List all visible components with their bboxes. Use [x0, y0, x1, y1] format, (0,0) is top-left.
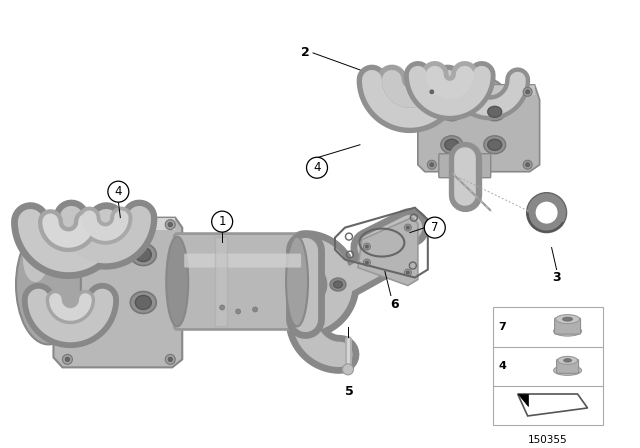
FancyBboxPatch shape: [174, 233, 300, 329]
Ellipse shape: [445, 139, 459, 150]
FancyBboxPatch shape: [555, 318, 580, 334]
Circle shape: [523, 160, 532, 169]
Circle shape: [364, 259, 371, 266]
Circle shape: [307, 157, 328, 178]
Ellipse shape: [563, 317, 573, 321]
Circle shape: [63, 220, 72, 230]
Ellipse shape: [131, 244, 156, 266]
Ellipse shape: [92, 248, 108, 262]
Circle shape: [424, 217, 445, 238]
Circle shape: [365, 245, 369, 248]
Circle shape: [428, 160, 436, 169]
Text: 5: 5: [344, 385, 353, 398]
FancyBboxPatch shape: [493, 307, 602, 425]
Circle shape: [404, 269, 412, 276]
Ellipse shape: [488, 139, 502, 150]
Ellipse shape: [88, 244, 113, 266]
FancyBboxPatch shape: [557, 359, 579, 373]
Ellipse shape: [333, 281, 342, 288]
Circle shape: [527, 193, 566, 233]
Ellipse shape: [435, 86, 484, 121]
FancyBboxPatch shape: [439, 154, 491, 178]
Circle shape: [220, 305, 225, 310]
Circle shape: [406, 226, 410, 229]
Text: 150355: 150355: [528, 435, 568, 445]
Text: 7: 7: [499, 322, 506, 332]
Circle shape: [63, 354, 72, 364]
Circle shape: [65, 222, 70, 227]
Circle shape: [168, 357, 172, 362]
Circle shape: [342, 364, 353, 375]
Ellipse shape: [441, 136, 463, 154]
Ellipse shape: [484, 103, 506, 121]
Text: 1: 1: [218, 215, 226, 228]
Circle shape: [165, 354, 175, 364]
Circle shape: [525, 90, 530, 94]
Ellipse shape: [422, 74, 517, 162]
Ellipse shape: [92, 296, 108, 310]
Circle shape: [406, 271, 410, 274]
Circle shape: [404, 224, 412, 231]
Text: 3: 3: [552, 271, 561, 284]
Ellipse shape: [564, 359, 572, 362]
Ellipse shape: [286, 237, 308, 327]
FancyBboxPatch shape: [184, 254, 301, 267]
Circle shape: [165, 220, 175, 230]
Circle shape: [428, 87, 436, 96]
Ellipse shape: [16, 224, 81, 345]
Polygon shape: [54, 218, 182, 367]
Ellipse shape: [554, 326, 582, 336]
Ellipse shape: [23, 237, 48, 282]
Circle shape: [536, 202, 557, 224]
Text: 2: 2: [301, 47, 309, 60]
Ellipse shape: [135, 296, 151, 310]
Circle shape: [430, 163, 434, 167]
Ellipse shape: [557, 357, 577, 364]
Circle shape: [65, 357, 70, 362]
Ellipse shape: [484, 136, 506, 154]
Ellipse shape: [166, 237, 188, 327]
Polygon shape: [63, 218, 175, 230]
Text: 4: 4: [115, 185, 122, 198]
Circle shape: [212, 211, 233, 232]
Circle shape: [523, 87, 532, 96]
Polygon shape: [425, 85, 534, 95]
Circle shape: [525, 163, 530, 167]
Circle shape: [108, 181, 129, 202]
Ellipse shape: [135, 248, 151, 262]
Ellipse shape: [488, 106, 502, 117]
Ellipse shape: [131, 292, 156, 314]
FancyBboxPatch shape: [215, 237, 227, 327]
Circle shape: [365, 261, 369, 264]
Polygon shape: [418, 85, 540, 172]
Ellipse shape: [88, 292, 113, 314]
Text: 7: 7: [431, 221, 438, 234]
Circle shape: [253, 307, 258, 312]
Text: 6: 6: [390, 298, 399, 311]
Ellipse shape: [556, 314, 580, 323]
Circle shape: [236, 309, 241, 314]
Circle shape: [168, 222, 172, 227]
Ellipse shape: [441, 103, 463, 121]
Ellipse shape: [330, 278, 346, 291]
Polygon shape: [518, 394, 527, 406]
Text: 4: 4: [499, 362, 507, 371]
Ellipse shape: [445, 106, 459, 117]
Polygon shape: [358, 218, 418, 285]
Circle shape: [364, 243, 371, 250]
Ellipse shape: [554, 366, 582, 375]
Text: 4: 4: [313, 161, 321, 174]
Circle shape: [430, 90, 434, 94]
